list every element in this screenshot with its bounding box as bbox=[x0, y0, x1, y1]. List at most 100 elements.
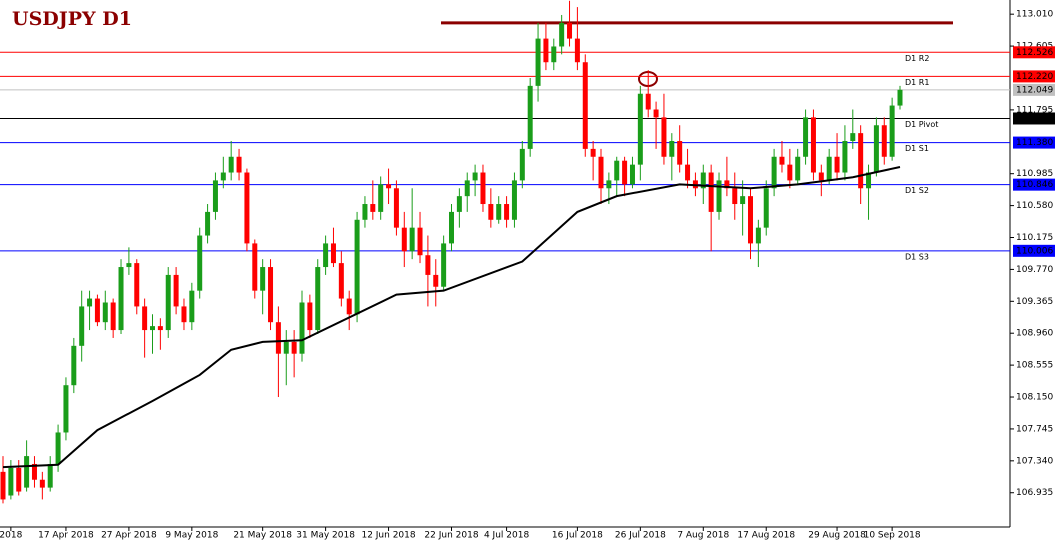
candle-body bbox=[315, 267, 321, 331]
candle-body bbox=[220, 172, 226, 181]
candle-body bbox=[228, 156, 234, 173]
level-name: D1 S1 bbox=[905, 144, 929, 153]
x-tick-label: 2018 bbox=[0, 531, 23, 541]
candle-body bbox=[417, 227, 423, 256]
level-price-tag: 112.526 bbox=[1016, 48, 1053, 58]
y-tick-label: 108.960 bbox=[1016, 329, 1053, 339]
candle-body bbox=[598, 156, 604, 189]
candle-body bbox=[614, 160, 620, 181]
candle-body bbox=[236, 156, 242, 173]
candle-body bbox=[8, 467, 14, 496]
candle-body bbox=[866, 172, 872, 189]
candle-body bbox=[740, 196, 746, 205]
x-tick-label: 27 Apr 2018 bbox=[101, 531, 157, 541]
level-name: D1 S2 bbox=[905, 186, 929, 195]
x-tick-label: 9 May 2018 bbox=[165, 531, 218, 541]
candle-body bbox=[519, 148, 525, 181]
x-tick-label: 17 Aug 2018 bbox=[737, 531, 795, 541]
candle-body bbox=[881, 125, 887, 157]
level-name: D1 Pivot bbox=[905, 120, 938, 129]
level-price-tag: 111.380 bbox=[1016, 138, 1053, 148]
candle-body bbox=[260, 267, 266, 291]
candle-body bbox=[464, 180, 470, 197]
candle-body bbox=[126, 263, 132, 268]
candle-body bbox=[134, 263, 140, 307]
candle-body bbox=[480, 172, 486, 205]
candle-body bbox=[181, 306, 187, 323]
x-tick-label: 26 Jul 2018 bbox=[615, 531, 666, 541]
candle-body bbox=[393, 188, 399, 228]
x-tick-label: 29 Aug 2018 bbox=[808, 531, 866, 541]
candle-body bbox=[87, 298, 93, 307]
candle-body bbox=[157, 326, 163, 331]
candle-body bbox=[496, 204, 502, 220]
candle-body bbox=[401, 227, 407, 252]
y-tick-label: 108.150 bbox=[1016, 393, 1053, 403]
y-tick-label: 106.935 bbox=[1016, 488, 1053, 498]
candle-body bbox=[165, 274, 171, 331]
candle-body bbox=[283, 341, 289, 354]
x-tick-label: 16 Jul 2018 bbox=[552, 531, 603, 541]
candle-body bbox=[779, 156, 785, 165]
candle-body bbox=[291, 341, 297, 354]
moving-average bbox=[2, 166, 901, 469]
candle-body bbox=[323, 243, 329, 268]
level-price-tag: 110.006 bbox=[1016, 246, 1053, 256]
candle-body bbox=[47, 463, 53, 488]
candle-body bbox=[378, 184, 384, 212]
candle-body bbox=[897, 89, 903, 106]
x-tick-label: 21 May 2018 bbox=[233, 531, 292, 541]
candle-body bbox=[386, 184, 392, 189]
y-tick-label: 113.010 bbox=[1016, 10, 1053, 20]
candle-body bbox=[142, 306, 148, 331]
candle-body bbox=[39, 479, 45, 488]
candle-body bbox=[197, 235, 203, 291]
candle-body bbox=[299, 302, 305, 354]
candle-body bbox=[582, 62, 588, 149]
candle-body bbox=[551, 46, 557, 63]
x-tick-label: 12 Jun 2018 bbox=[361, 531, 415, 541]
candle-body bbox=[63, 385, 69, 433]
candle-body bbox=[189, 290, 195, 323]
candle-body bbox=[543, 38, 549, 63]
candle-body bbox=[567, 22, 573, 39]
x-tick-label: 31 May 2018 bbox=[296, 531, 355, 541]
candle-body bbox=[889, 105, 895, 157]
candle-body bbox=[433, 274, 439, 287]
candle-body bbox=[354, 219, 360, 315]
candle-body bbox=[212, 180, 218, 212]
candle-body bbox=[763, 188, 769, 228]
candle-body bbox=[787, 164, 793, 181]
candle-body bbox=[637, 93, 643, 165]
candle-body bbox=[118, 267, 124, 331]
candle-body bbox=[606, 180, 612, 189]
candle-body bbox=[472, 172, 478, 181]
x-tick-label: 22 Jun 2018 bbox=[424, 531, 478, 541]
candle-body bbox=[795, 156, 801, 181]
candle-body bbox=[669, 141, 675, 157]
candle-body bbox=[79, 306, 85, 346]
candle-body bbox=[724, 180, 730, 189]
candle-body bbox=[511, 180, 517, 220]
candle-body bbox=[858, 133, 864, 189]
candle-body bbox=[173, 274, 179, 307]
candle-body bbox=[55, 432, 61, 464]
level-price-tag-bg bbox=[1013, 244, 1055, 257]
candle-body bbox=[527, 85, 533, 149]
level-price-tag: 112.220 bbox=[1016, 72, 1053, 82]
candle-body bbox=[645, 93, 651, 110]
x-tick-label: 4 Jul 2018 bbox=[484, 531, 529, 541]
candle-body bbox=[370, 204, 376, 212]
y-tick-label: 110.985 bbox=[1016, 169, 1053, 179]
candle-body bbox=[810, 117, 816, 173]
level-price-tag-bg bbox=[1013, 112, 1055, 125]
candle-body bbox=[708, 172, 714, 212]
y-tick-label: 111.795 bbox=[1016, 105, 1053, 115]
candle-body bbox=[338, 263, 344, 299]
y-tick-label: 109.365 bbox=[1016, 297, 1053, 307]
y-tick-label: 109.770 bbox=[1016, 265, 1053, 275]
candle-body bbox=[700, 172, 706, 189]
candle-body bbox=[653, 109, 659, 118]
candle-body bbox=[850, 133, 856, 142]
